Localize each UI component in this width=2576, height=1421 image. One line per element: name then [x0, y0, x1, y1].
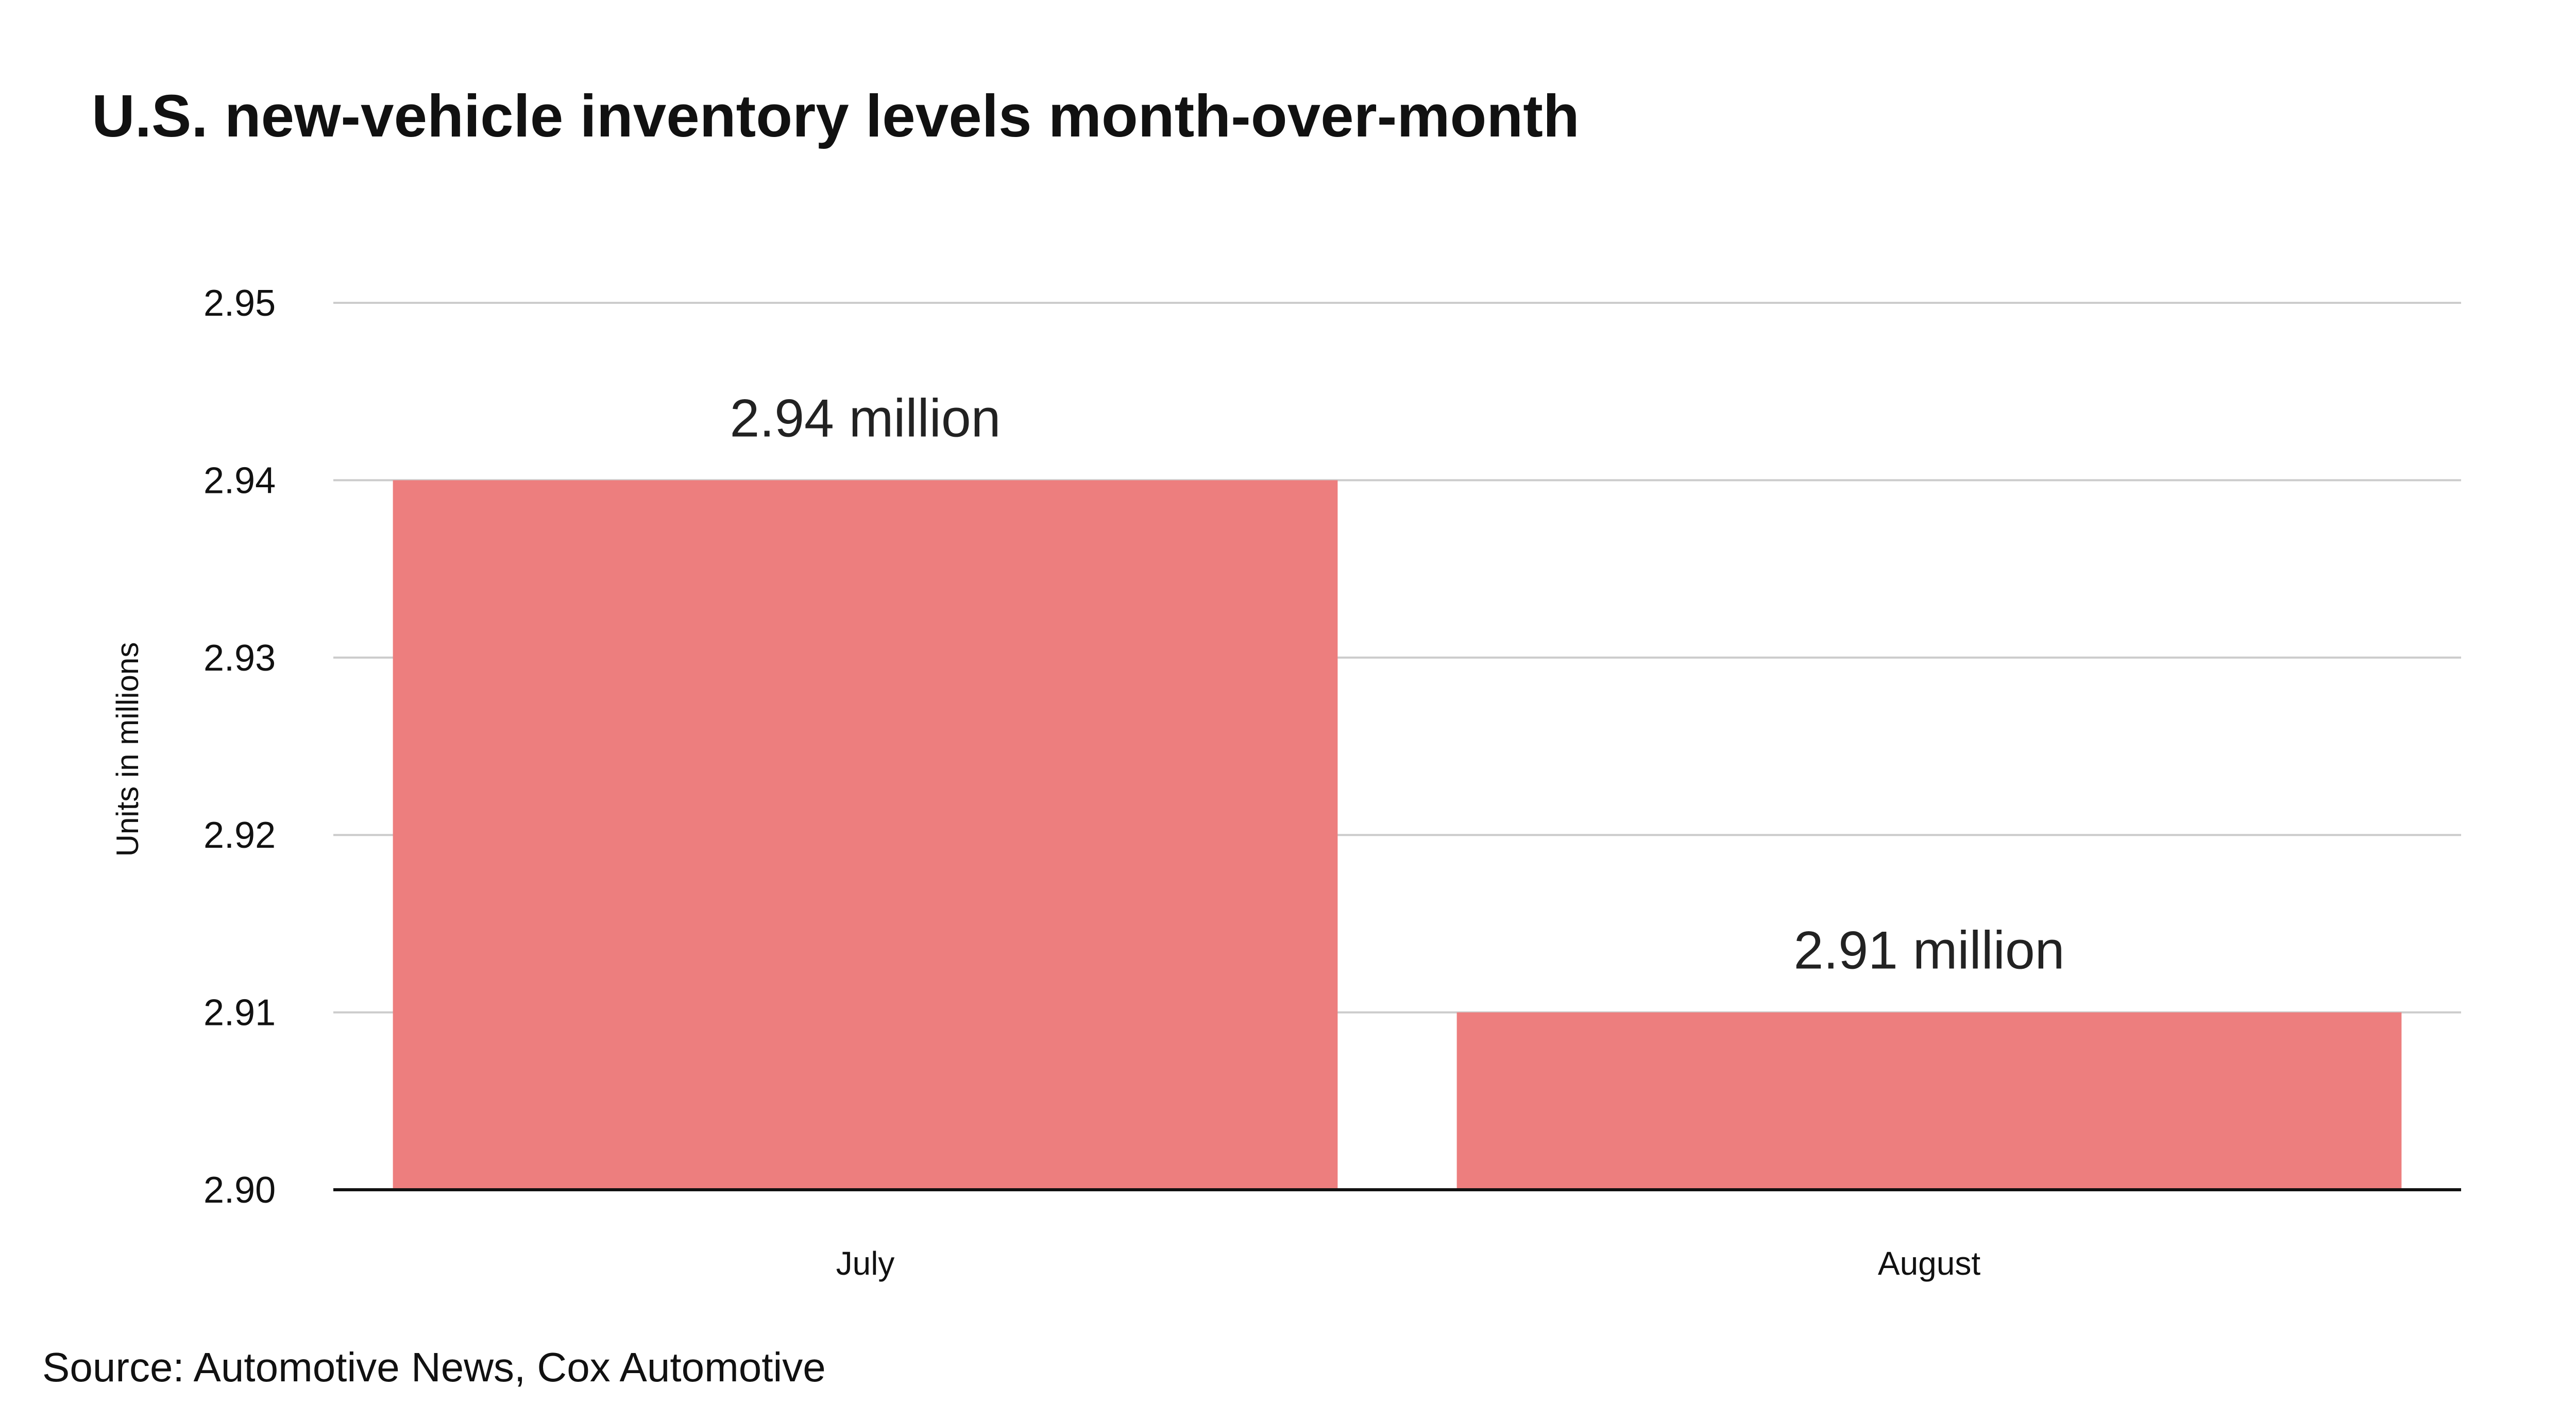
bar-august: [1456, 1012, 2402, 1190]
bars: [393, 480, 2402, 1190]
y-tick-label: 2.95: [204, 283, 276, 324]
data-label: 2.91 million: [1793, 921, 2064, 981]
data-label: 2.94 million: [730, 388, 1001, 448]
y-axis-ticks: 2.90 2.91 2.92 2.93 2.94 2.95: [204, 283, 276, 1211]
source-note: Source: Automotive News, Cox Automotive: [42, 1344, 826, 1390]
y-tick-label: 2.91: [204, 992, 276, 1034]
bar-july: [393, 480, 1338, 1190]
chart-title: U.S. new-vehicle inventory levels month-…: [92, 82, 1580, 149]
y-tick-label: 2.94: [204, 460, 276, 501]
y-axis-label: Units in millions: [110, 642, 145, 857]
x-tick-label: August: [1878, 1245, 1980, 1282]
y-tick-label: 2.90: [204, 1170, 276, 1211]
x-tick-label: July: [836, 1245, 895, 1282]
y-tick-label: 2.93: [204, 638, 276, 679]
data-labels: 2.94 million 2.91 million: [730, 388, 2064, 980]
x-axis-ticks: July August: [836, 1245, 1981, 1282]
y-tick-label: 2.92: [204, 815, 276, 856]
